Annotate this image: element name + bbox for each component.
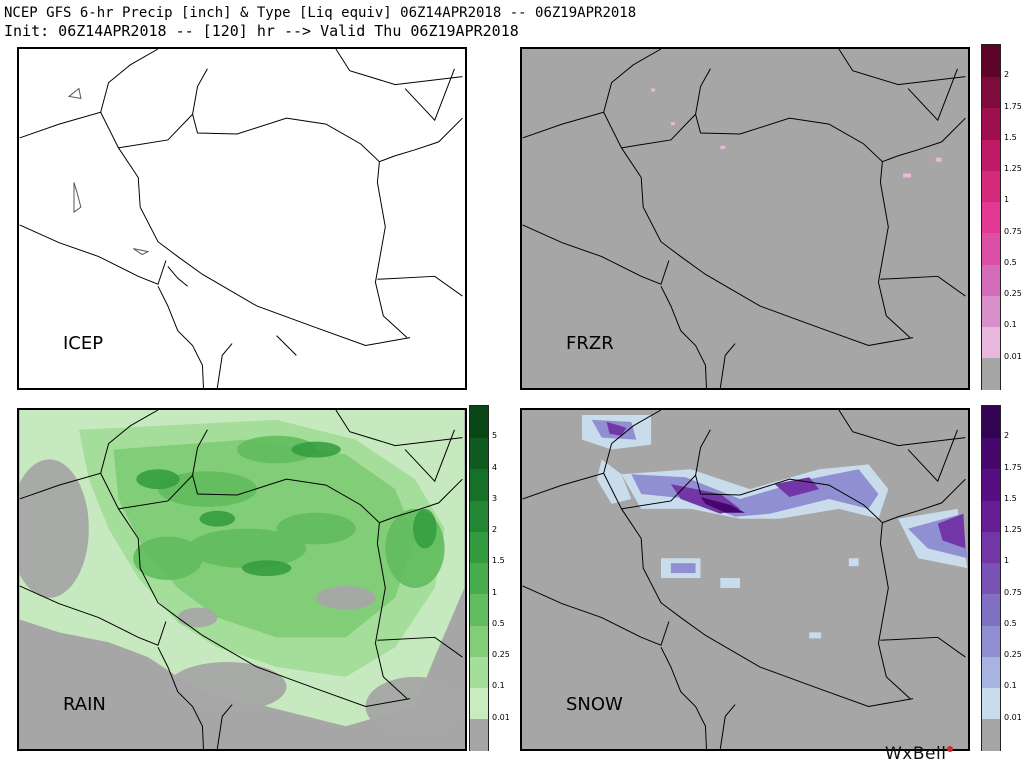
rain-colorbar-tick-label: 3 bbox=[492, 493, 498, 503]
frzr-colorbar-tick-label: 1.5 bbox=[1004, 132, 1017, 142]
wxbell-logo: WxBell bbox=[885, 744, 954, 764]
frzr-colorbar-tick-label: 1.75 bbox=[1004, 101, 1022, 111]
frzr-colorbar-segment bbox=[982, 107, 1000, 140]
frzr-colorbar-segment bbox=[982, 170, 1000, 203]
rain-colorbar-tick-label: 4 bbox=[492, 462, 498, 472]
snow-colorbar-tick-label: 0.1 bbox=[1004, 681, 1017, 691]
rain-colorbar-segment bbox=[470, 593, 488, 626]
wxbell-logo-text: WxBell bbox=[885, 744, 947, 764]
snow-colorbar-tick-label: 1.75 bbox=[1004, 462, 1022, 472]
frzr-colorbar-segment bbox=[982, 263, 1000, 296]
snow-colorbar-segment bbox=[982, 437, 1000, 470]
snow-colorbar-segment bbox=[982, 593, 1000, 626]
rain-colorbar-segment bbox=[470, 437, 488, 470]
map-title-line-2: Init: 06Z14APR2018 -- [120] hr --> Valid… bbox=[4, 22, 519, 40]
frzr-colorbar-segment bbox=[982, 295, 1000, 328]
snow-colorbar-segment bbox=[982, 562, 1000, 595]
snow-colorbar-segment bbox=[982, 531, 1000, 564]
logo-dot-icon bbox=[947, 746, 954, 752]
snow-colorbar-segment bbox=[982, 656, 1000, 689]
snow-colorbar-segment bbox=[982, 718, 1000, 751]
snow-colorbar-tick-label: 0.01 bbox=[1004, 712, 1022, 722]
frzr-colorbar-segment bbox=[982, 326, 1000, 359]
rain-colorbar-tick-label: 0.5 bbox=[492, 618, 505, 628]
frzr-colorbar-tick-label: 2 bbox=[1004, 70, 1010, 80]
rain-colorbar-segment bbox=[470, 624, 488, 657]
frzr-colorbar-segment bbox=[982, 232, 1000, 265]
rain-colorbar-segment bbox=[470, 468, 488, 501]
frzr-colorbar-segment bbox=[982, 45, 1000, 77]
rain-map-panel: RAIN bbox=[17, 408, 467, 751]
map-title-line-1: NCEP GFS 6-hr Precip [inch] & Type [Liq … bbox=[4, 5, 637, 21]
snow-colorbar bbox=[981, 405, 1001, 751]
snow-map-panel: SNOW bbox=[520, 408, 970, 751]
rain-colorbar-segment bbox=[470, 499, 488, 532]
snow-label: SNOW bbox=[566, 694, 623, 715]
rain-colorbar-tick-label: 1 bbox=[492, 587, 498, 597]
frzr-colorbar-tick-label: 1.25 bbox=[1004, 164, 1022, 174]
snow-colorbar-segment bbox=[982, 468, 1000, 501]
rain-colorbar-tick-label: 0.01 bbox=[492, 712, 510, 722]
frzr-colorbar-tick-label: 0.5 bbox=[1004, 257, 1017, 267]
frzr-map-panel: FRZR bbox=[520, 47, 970, 390]
frzr-colorbar-tick-label: 0.75 bbox=[1004, 226, 1022, 236]
snow-colorbar-tick-label: 0.75 bbox=[1004, 587, 1022, 597]
snow-colorbar-segment bbox=[982, 687, 1000, 720]
frzr-colorbar-tick-label: 0.01 bbox=[1004, 351, 1022, 361]
frzr-colorbar-segment bbox=[982, 76, 1000, 109]
icep-map bbox=[19, 49, 463, 388]
rain-colorbar bbox=[469, 405, 489, 751]
frzr-colorbar-tick-label: 0.1 bbox=[1004, 320, 1017, 330]
frzr-colorbar bbox=[981, 44, 1001, 390]
rain-colorbar-segment bbox=[470, 406, 488, 438]
rain-colorbar-segment bbox=[470, 687, 488, 720]
rain-map bbox=[19, 410, 465, 749]
snow-colorbar-tick-label: 2 bbox=[1004, 431, 1010, 441]
frzr-label: FRZR bbox=[566, 333, 614, 354]
snow-colorbar-tick-label: 1.5 bbox=[1004, 493, 1017, 503]
rain-colorbar-tick-label: 5 bbox=[492, 431, 498, 441]
frzr-map bbox=[522, 49, 966, 388]
snow-colorbar-segment bbox=[982, 406, 1000, 438]
icep-label: ICEP bbox=[63, 333, 104, 354]
rain-colorbar-segment bbox=[470, 562, 488, 595]
frzr-colorbar-segment bbox=[982, 138, 1000, 171]
rain-colorbar-segment bbox=[470, 656, 488, 689]
frzr-colorbar-segment bbox=[982, 357, 1000, 390]
snow-colorbar-tick-label: 0.25 bbox=[1004, 650, 1022, 660]
frzr-colorbar-tick-label: 0.25 bbox=[1004, 289, 1022, 299]
frzr-colorbar-segment bbox=[982, 201, 1000, 234]
snow-colorbar-tick-label: 1.25 bbox=[1004, 525, 1022, 535]
icep-map-panel: ICEP bbox=[17, 47, 467, 390]
snow-map bbox=[522, 410, 968, 749]
rain-colorbar-tick-label: 1.5 bbox=[492, 556, 505, 566]
rain-label: RAIN bbox=[63, 694, 106, 715]
rain-colorbar-segment bbox=[470, 531, 488, 564]
rain-colorbar-tick-label: 0.25 bbox=[492, 650, 510, 660]
rain-colorbar-segment bbox=[470, 718, 488, 751]
rain-colorbar-tick-label: 2 bbox=[492, 525, 498, 535]
frzr-colorbar-tick-label: 1 bbox=[1004, 195, 1010, 205]
snow-colorbar-segment bbox=[982, 499, 1000, 532]
snow-colorbar-tick-label: 0.5 bbox=[1004, 618, 1017, 628]
snow-colorbar-segment bbox=[982, 624, 1000, 657]
rain-colorbar-tick-label: 0.1 bbox=[492, 681, 505, 691]
snow-colorbar-tick-label: 1 bbox=[1004, 556, 1010, 566]
